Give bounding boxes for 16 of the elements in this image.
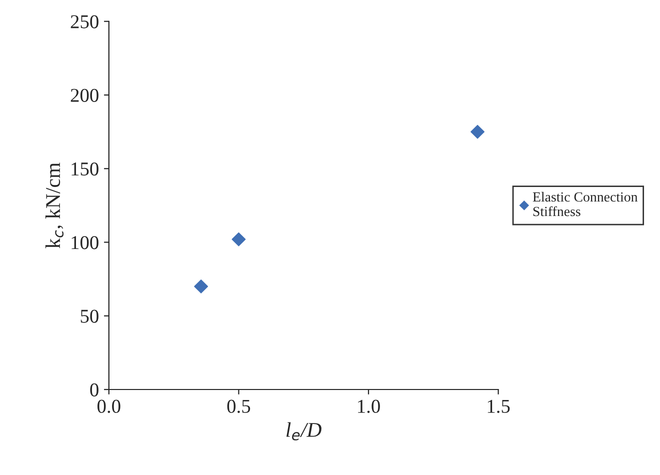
y-tick-label: 100 <box>72 236 98 250</box>
y-tick-label: 250 <box>70 15 98 28</box>
x-tick-label: 0.0 <box>97 400 120 413</box>
x-tick-label: 0.5 <box>227 400 250 413</box>
point <box>470 124 484 139</box>
y-tick-label: 50 <box>80 310 98 323</box>
legend-label: Elastic Connection Stiffness <box>532 192 638 216</box>
y-tick-label: 200 <box>70 88 98 102</box>
point <box>194 279 208 294</box>
x-tick-label: 1.0 <box>358 400 380 413</box>
y-tick-label: 0 <box>90 383 98 396</box>
x-tick-label: 1.5 <box>488 400 510 413</box>
x-axis-title: l$_{e}$/D <box>286 422 322 440</box>
y-axis-title: k$_{c}$, kN/cm <box>45 162 64 248</box>
point <box>232 232 246 246</box>
y-tick-label: 150 <box>72 162 98 176</box>
